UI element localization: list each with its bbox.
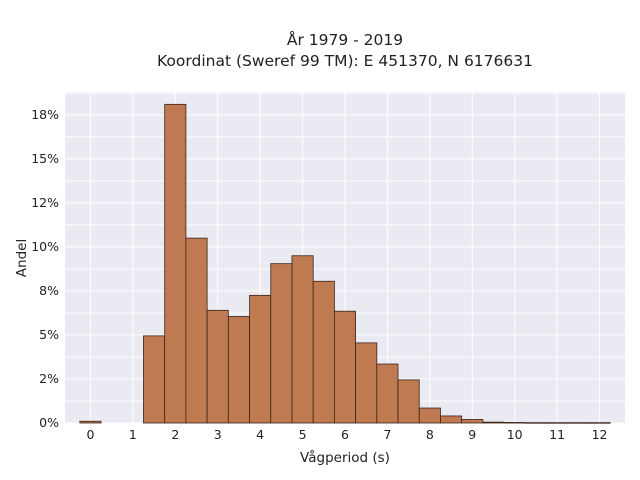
x-tick-label: 0	[86, 427, 94, 442]
x-tick-label: 9	[468, 427, 476, 442]
histogram-bar	[524, 422, 547, 424]
x-tick-label: 1	[129, 427, 137, 442]
x-axis-ticks: 0 1 2 3 4 5 6 7 8 9 10 11 12	[86, 427, 607, 442]
x-axis-label: Vågperiod (s)	[300, 449, 390, 466]
y-tick-label: 10%	[31, 239, 59, 254]
histogram-bar	[461, 419, 484, 424]
histogram-bar	[164, 103, 187, 424]
histogram-bar	[79, 420, 102, 424]
y-tick-label: 15%	[31, 151, 59, 166]
x-tick-label: 7	[383, 427, 391, 442]
histogram-bar	[291, 255, 314, 424]
x-tick-label: 4	[256, 427, 264, 442]
histogram-bar	[546, 422, 569, 424]
chart-title-line-2: Koordinat (Sweref 99 TM): E 451370, N 61…	[157, 52, 533, 70]
y-tick-label: 2%	[39, 371, 59, 386]
x-tick-label: 11	[549, 427, 565, 442]
histogram-bar	[482, 421, 505, 424]
histogram-bar	[227, 316, 250, 424]
x-tick-label: 8	[426, 427, 434, 442]
histogram-bar	[249, 294, 272, 424]
y-tick-label: 5%	[39, 327, 59, 342]
y-axis-ticks: 0% 2% 5% 8% 10% 12% 15% 18%	[31, 107, 59, 430]
histogram-bar	[440, 415, 463, 424]
x-tick-label: 10	[507, 427, 523, 442]
x-tick-label: 12	[592, 427, 608, 442]
histogram-bar	[270, 263, 293, 424]
histogram-bar	[503, 422, 526, 424]
chart-title-line-1: År 1979 - 2019	[287, 30, 403, 49]
histogram-bar	[418, 407, 441, 424]
x-tick-label: 5	[299, 427, 307, 442]
histogram-bar	[355, 342, 378, 424]
y-tick-label: 12%	[31, 195, 59, 210]
y-tick-label: 8%	[39, 283, 59, 298]
y-tick-label: 18%	[31, 107, 59, 122]
histogram-bar	[333, 310, 357, 424]
histogram-bar	[376, 363, 399, 424]
x-tick-label: 2	[171, 427, 179, 442]
y-axis-label: Andel	[14, 239, 30, 277]
histogram-bar	[312, 280, 335, 424]
histogram-bar	[143, 335, 166, 424]
histogram-bar	[185, 237, 208, 424]
histogram-bar	[206, 309, 229, 424]
x-tick-label: 3	[214, 427, 222, 442]
bar-series	[79, 103, 611, 424]
histogram-bar	[588, 422, 611, 424]
histogram-bar	[567, 422, 590, 424]
y-tick-label: 0%	[39, 415, 59, 430]
x-tick-label: 6	[341, 427, 349, 442]
histogram-bar	[397, 379, 420, 424]
